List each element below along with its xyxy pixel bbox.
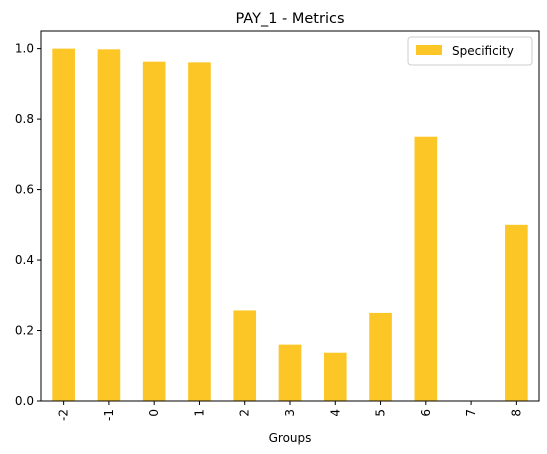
y-tick-label: 0.4 [15, 253, 34, 267]
x-tick-label: 1 [192, 409, 206, 417]
legend-box [407, 36, 533, 66]
legend: Specificity [407, 36, 533, 66]
legend-label: Specificity [452, 44, 514, 58]
x-axis: -2 -1 0 1 2 3 4 5 6 7 8 [57, 401, 523, 421]
y-axis: 0.0 0.2 0.4 0.6 0.8 1.0 [15, 42, 41, 408]
x-tick-label: 8 [509, 409, 523, 417]
bar-1 [188, 62, 211, 402]
bar-4 [323, 352, 347, 401]
x-tick-label: 5 [374, 409, 388, 417]
x-tick-label: 4 [328, 409, 342, 417]
bar-2 [233, 310, 257, 401]
x-tick-label: -2 [57, 409, 71, 421]
bars-group [52, 48, 528, 402]
y-tick-label: 0.8 [15, 112, 34, 126]
x-tick-label: 0 [147, 409, 161, 417]
x-tick-label: 6 [419, 409, 433, 417]
x-tick-label: -1 [102, 409, 116, 421]
y-tick-label: 0.6 [15, 183, 34, 197]
bar-0 [142, 61, 166, 401]
bar--1 [97, 49, 121, 401]
x-tick-label: 7 [464, 409, 478, 417]
x-tick-label: 2 [238, 409, 252, 417]
x-tick-label: 3 [283, 409, 297, 417]
y-tick-label: 0.0 [15, 394, 34, 408]
x-axis-title: Groups [269, 431, 312, 445]
bar--2 [52, 48, 75, 402]
bar-8 [505, 224, 528, 401]
bar-5 [369, 312, 392, 401]
y-tick-label: 0.2 [15, 324, 34, 338]
bar-6 [414, 136, 438, 401]
plot-frame [40, 30, 540, 402]
chart-title: PAY_1 - Metrics [235, 11, 344, 27]
legend-swatch [416, 45, 442, 55]
bar-3 [278, 344, 302, 401]
y-tick-label: 1.0 [15, 42, 34, 56]
